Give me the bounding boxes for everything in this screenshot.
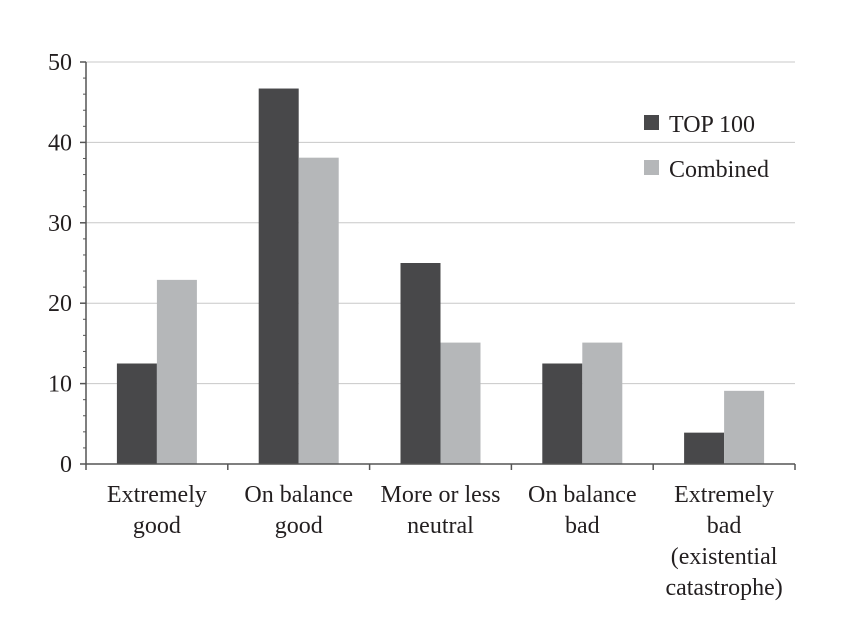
x-category-label: (existential xyxy=(671,544,778,570)
bar-combined xyxy=(298,157,339,464)
x-axis-labels: Extremely good On balance good More or less n… xyxy=(107,482,783,601)
bar-combined xyxy=(724,390,765,464)
x-category-label: catastrophe) xyxy=(665,575,782,601)
bar-combined xyxy=(582,342,623,464)
x-category-label: Extremely xyxy=(674,482,774,508)
x-category-label: neutral xyxy=(407,513,474,539)
x-category-label: On balance xyxy=(528,482,637,508)
x-category-label: bad xyxy=(707,513,742,539)
y-tick-label: 30 xyxy=(48,211,72,237)
bars xyxy=(116,88,765,465)
bar-top-100 xyxy=(116,363,157,464)
bar-top-100 xyxy=(542,363,583,464)
legend-swatch xyxy=(644,115,659,130)
y-tick-label: 20 xyxy=(48,291,72,317)
x-category-label: bad xyxy=(565,513,600,539)
legend: TOP 100 Combined xyxy=(644,112,769,183)
bar-top-100 xyxy=(684,432,725,464)
x-category-label: good xyxy=(133,513,181,539)
y-tick-label: 10 xyxy=(48,372,72,398)
y-tick-label: 40 xyxy=(48,130,72,156)
x-category-label: On balance xyxy=(244,482,353,508)
x-category-label: good xyxy=(275,513,323,539)
bar-top-100 xyxy=(258,88,299,465)
y-axis-ticks: 0 10 20 30 40 50 xyxy=(48,50,86,478)
gridlines xyxy=(86,61,795,385)
axes xyxy=(85,62,796,470)
bar-top-100 xyxy=(400,263,441,464)
y-tick-label: 50 xyxy=(48,50,72,76)
x-category-label: Extremely xyxy=(107,482,207,508)
bar-combined xyxy=(440,342,481,464)
legend-label: TOP 100 xyxy=(669,112,755,138)
legend-swatch xyxy=(644,160,659,175)
bar-combined xyxy=(156,279,197,464)
x-category-label: More or less xyxy=(381,482,501,508)
y-tick-label: 0 xyxy=(60,452,72,478)
legend-label: Combined xyxy=(669,157,769,183)
